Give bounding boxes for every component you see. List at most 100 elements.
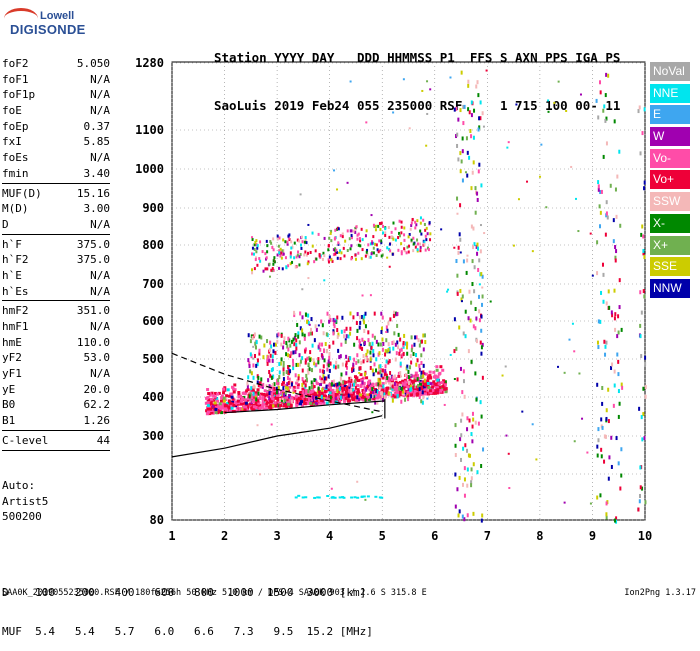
echo-point [454, 443, 457, 448]
echo-point [378, 496, 382, 499]
echo-point [240, 397, 244, 401]
echo-point [504, 365, 507, 368]
echo-point [296, 383, 300, 387]
legend-item-vo-: Vo- [650, 148, 690, 168]
param-row: B1 1.26 [2, 413, 110, 429]
echo-point [356, 328, 359, 333]
echo-point [252, 363, 255, 368]
param-row: M(D) 3.00 [2, 201, 110, 217]
echo-point [278, 236, 281, 240]
param-row: C-level 44 [2, 433, 110, 449]
echo-point [250, 394, 254, 398]
echo-point [228, 394, 232, 398]
echo-point [381, 337, 384, 342]
echo-point [331, 388, 335, 392]
echo-point [301, 356, 304, 361]
echo-point [417, 383, 420, 388]
echo-point [271, 367, 274, 372]
muf-d-label: D [2, 586, 9, 599]
echo-point [388, 235, 391, 239]
echo-point [235, 409, 239, 413]
echo-point [475, 397, 478, 402]
echo-point [273, 394, 277, 398]
x-tick-label: 5 [379, 529, 386, 543]
echo-point [230, 409, 234, 413]
echo-point [412, 249, 415, 253]
echo-point [603, 434, 606, 439]
echo-point [269, 373, 272, 378]
echo-point [478, 318, 481, 323]
echo-point [617, 372, 620, 377]
echo-point [377, 371, 381, 375]
echo-point [614, 245, 617, 250]
echo-point [640, 354, 643, 359]
echo-point [323, 376, 326, 381]
echo-point [596, 271, 599, 276]
echo-point [297, 334, 300, 339]
echo-point [384, 371, 387, 376]
echo-point [319, 347, 322, 352]
echo-point [398, 351, 401, 356]
echo-point [347, 380, 351, 384]
echo-point [227, 405, 231, 409]
echo-point [239, 402, 243, 406]
echo-point [311, 397, 314, 402]
echo-point [262, 355, 265, 360]
echo-point [258, 348, 261, 353]
echo-point [286, 344, 289, 349]
logo-arc [4, 8, 38, 29]
echo-point [386, 328, 389, 333]
echo-point [317, 344, 320, 349]
echo-point [459, 237, 462, 242]
echo-point [288, 385, 292, 389]
echo-point [386, 375, 389, 380]
echo-point [348, 376, 352, 380]
echo-point [416, 248, 419, 252]
echo-point [285, 370, 288, 375]
echo-point [406, 375, 409, 380]
echo-point [327, 244, 330, 248]
echo-point [444, 387, 448, 391]
echo-point [427, 375, 431, 379]
echo-point [380, 329, 383, 334]
echo-point [411, 218, 414, 222]
echo-point [304, 496, 308, 499]
echo-point [271, 245, 274, 249]
param-row: h`F 375.0 [2, 237, 110, 253]
echo-point [341, 235, 344, 239]
echo-point [354, 228, 357, 231]
echo-point [375, 357, 378, 362]
echo-point [614, 187, 617, 192]
param-row: D N/A [2, 217, 110, 233]
echo-point [323, 379, 326, 384]
echo-point [471, 170, 474, 175]
echo-point [410, 221, 413, 225]
echo-point [301, 288, 304, 291]
echo-point [409, 393, 413, 397]
echo-point [330, 239, 333, 243]
echo-point [331, 380, 335, 384]
echo-point [407, 380, 410, 385]
echo-point [377, 224, 380, 228]
echo-point [282, 367, 285, 372]
echo-point [282, 360, 285, 365]
echo-point [346, 248, 349, 252]
echo-point [599, 493, 602, 498]
echo-point [270, 268, 273, 272]
virtual-height-trace [224, 400, 385, 414]
echo-point [470, 480, 473, 485]
echo-point [611, 313, 614, 318]
echo-point [363, 385, 366, 390]
echo-point [356, 237, 359, 241]
echo-point [317, 232, 320, 236]
echo-point [332, 340, 335, 345]
echo-point [306, 368, 309, 373]
echo-point [346, 181, 349, 184]
echo-point [292, 358, 295, 363]
echo-point [295, 403, 299, 407]
echo-point [304, 349, 307, 354]
echo-point [292, 337, 295, 342]
echo-point [438, 389, 442, 393]
echo-point [273, 386, 276, 391]
echo-point [299, 402, 303, 406]
